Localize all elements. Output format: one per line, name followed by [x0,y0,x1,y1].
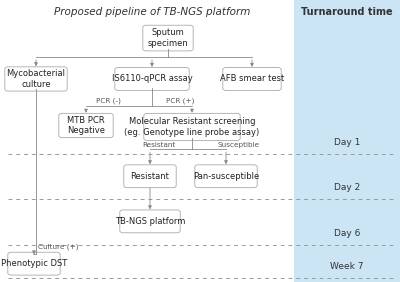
Text: Molecular Resistant screening
(eg. Genotype line probe assay): Molecular Resistant screening (eg. Genot… [124,117,260,136]
Text: Proposed pipeline of TB-NGS platform: Proposed pipeline of TB-NGS platform [54,7,250,17]
Text: PCR (+): PCR (+) [166,98,194,104]
Text: Day 1: Day 1 [334,138,360,147]
FancyBboxPatch shape [143,25,193,51]
FancyBboxPatch shape [294,0,400,282]
FancyBboxPatch shape [59,113,113,138]
Text: MTB PCR
Negative: MTB PCR Negative [67,116,105,135]
FancyBboxPatch shape [223,68,281,90]
Text: Resistant: Resistant [130,172,170,181]
Text: TB-NGS platform: TB-NGS platform [115,217,185,226]
Text: PCR (-): PCR (-) [96,98,121,104]
Text: Phenotypic DST: Phenotypic DST [1,259,67,268]
Text: Susceptible: Susceptible [218,142,260,148]
Text: Week 7: Week 7 [330,262,364,271]
Text: Day 6: Day 6 [334,229,360,238]
Text: IS6110-qPCR assay: IS6110-qPCR assay [112,74,192,83]
FancyBboxPatch shape [144,113,240,140]
FancyBboxPatch shape [124,165,176,188]
FancyBboxPatch shape [8,252,60,275]
FancyBboxPatch shape [120,210,180,233]
Text: Sputum
specimen: Sputum specimen [148,28,188,48]
FancyBboxPatch shape [5,67,67,91]
Text: Day 2: Day 2 [334,183,360,192]
Text: Mycobacterial
culture: Mycobacterial culture [6,69,66,89]
Text: Culture (+): Culture (+) [38,243,78,250]
FancyBboxPatch shape [195,165,257,188]
Text: Turnaround time: Turnaround time [301,7,393,17]
FancyBboxPatch shape [115,68,189,90]
Text: AFB smear test: AFB smear test [220,74,284,83]
Text: Resistant: Resistant [142,142,175,148]
Text: Pan-susceptible: Pan-susceptible [193,172,259,181]
